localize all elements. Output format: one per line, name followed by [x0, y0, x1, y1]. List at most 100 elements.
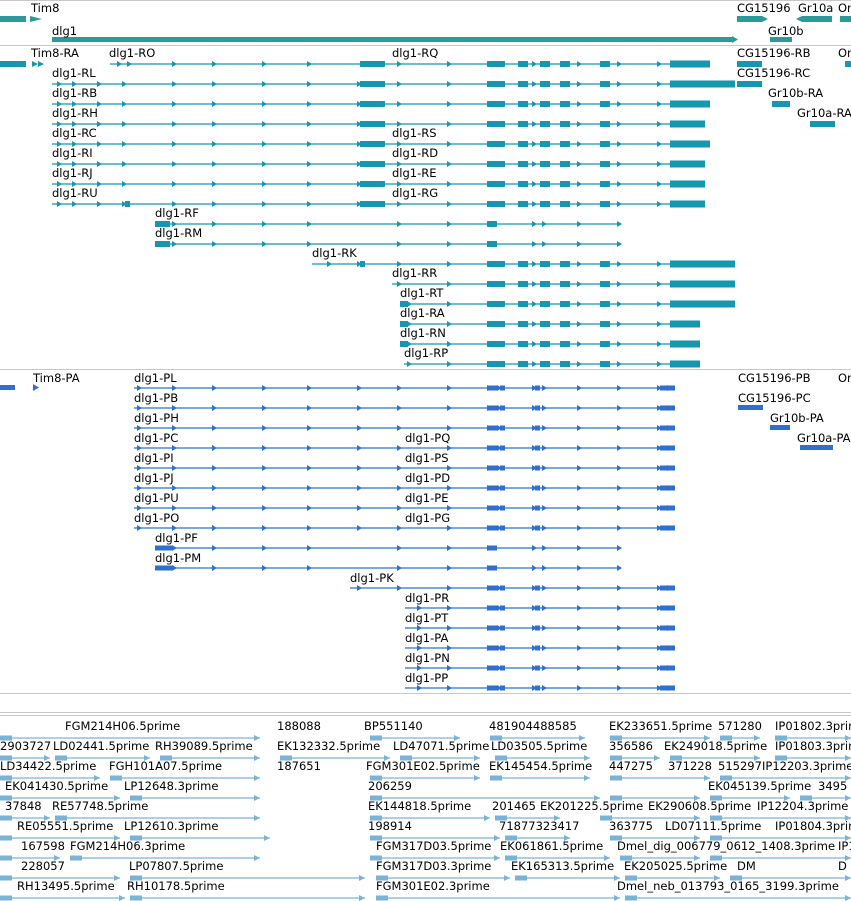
feature-label-ek132332-5prime[interactable]: EK132332.5prime	[277, 739, 380, 753]
est-feature[interactable]	[0, 755, 50, 761]
est-feature[interactable]	[0, 835, 120, 841]
feature-label-dlg1-rk[interactable]: dlg1-RK	[312, 246, 357, 260]
est-feature[interactable]	[55, 755, 150, 761]
feature-label-dlg1-pq[interactable]: dlg1-PQ	[405, 431, 450, 445]
transcript-dlg1-ro[interactable]	[110, 60, 710, 68]
est-feature[interactable]	[710, 815, 851, 821]
transcript-cg15196-rc[interactable]	[737, 81, 762, 87]
transcript-dlg1-rr[interactable]	[392, 280, 735, 288]
feature-label-198914[interactable]: 198914	[368, 819, 412, 833]
feature-label-cg15196-pc[interactable]: CG15196-PC	[738, 391, 811, 405]
feature-label-ld07111-5prime[interactable]: LD07111.5prime	[665, 819, 761, 833]
est-feature[interactable]	[710, 835, 851, 841]
transcript-gr10b-ra[interactable]	[772, 101, 790, 107]
feature-label-447275[interactable]: 447275	[609, 759, 653, 773]
transcript-dlg1-ru[interactable]	[52, 200, 705, 208]
feature-label-201465[interactable]: 201465	[492, 799, 536, 813]
est-feature[interactable]	[55, 815, 260, 821]
feature-label-ek041430-5prime[interactable]: EK041430.5prime	[5, 779, 108, 793]
feature-label-dlg1-rb[interactable]: dlg1-RB	[52, 86, 97, 100]
feature-label-188088[interactable]: 188088	[277, 719, 321, 733]
est-feature[interactable]	[670, 755, 760, 761]
est-feature[interactable]	[0, 855, 60, 861]
feature-label-re57748-5prime[interactable]: RE57748.5prime	[52, 799, 148, 813]
feature-label-fgm301e02-3prime[interactable]: FGM301E02.3prime	[376, 879, 490, 893]
feature-label-d[interactable]: D	[838, 859, 847, 873]
protein-dlg1-pf[interactable]	[155, 545, 622, 551]
protein-dlg1-pl[interactable]	[134, 385, 675, 391]
est-feature[interactable]	[370, 735, 460, 741]
est-feature[interactable]	[610, 835, 700, 841]
feature-label-dlg1-pk[interactable]: dlg1-PK	[350, 571, 394, 585]
feature-label-ek061861-5prime[interactable]: EK061861.5prime	[500, 839, 603, 853]
transcript-dlg1-rj[interactable]	[52, 180, 705, 188]
transcript-or[interactable]	[845, 61, 851, 67]
transcript-dlg1-rk[interactable]	[312, 260, 735, 268]
feature-label-dlg1-ps[interactable]: dlg1-PS	[405, 451, 449, 465]
feature-label-ek045139-5prime[interactable]: EK045139.5prime	[708, 779, 811, 793]
feature-label-dlg1-ra[interactable]: dlg1-RA	[400, 306, 445, 320]
est-feature[interactable]	[70, 855, 260, 861]
est-feature[interactable]	[490, 775, 590, 781]
transcript-dlg1-ri[interactable]	[52, 160, 705, 168]
protein-dlg1-pi[interactable]	[134, 465, 675, 471]
feature-label-dlg1-pd[interactable]: dlg1-PD	[405, 471, 450, 485]
est-feature[interactable]	[710, 855, 851, 861]
est-feature[interactable]	[490, 735, 585, 741]
est-feature[interactable]	[610, 795, 700, 801]
feature-label-ek144818-5prime[interactable]: EK144818.5prime	[368, 799, 471, 813]
feature-label-356586[interactable]: 356586	[609, 739, 653, 753]
feature-label-ld34422-5prime[interactable]: LD34422.5prime	[0, 759, 96, 773]
transcript-dlg1-rm[interactable]	[155, 241, 622, 247]
est-feature[interactable]	[280, 755, 390, 761]
protein-dlg1-pk[interactable]	[350, 585, 675, 591]
transcript-cg15196-rb[interactable]	[737, 61, 762, 67]
est-feature[interactable]	[0, 875, 120, 881]
est-feature[interactable]	[0, 815, 50, 821]
est-feature[interactable]	[0, 795, 120, 801]
feature-label-fgm317d03-3prime[interactable]: FGM317D03.3prime	[376, 859, 491, 873]
feature-label-gr10a[interactable]: Gr10a	[798, 1, 833, 15]
feature-label-515297[interactable]: 515297	[718, 759, 762, 773]
feature-label-dlg1-pa[interactable]: dlg1-PA	[405, 631, 448, 645]
protein-tim8-pa[interactable]	[0, 385, 15, 390]
est-feature[interactable]	[620, 855, 700, 861]
feature-label-dlg1-rh[interactable]: dlg1-RH	[52, 106, 98, 120]
feature-label-or[interactable]: Or	[838, 1, 851, 15]
feature-label-dlg1-ph[interactable]: dlg1-PH	[134, 411, 179, 425]
est-feature[interactable]	[505, 835, 570, 841]
est-feature[interactable]	[370, 835, 500, 841]
feature-label-dlg1-rm[interactable]: dlg1-RM	[155, 226, 202, 240]
feature-label-tim8-ra[interactable]: Tim8-RA	[30, 46, 79, 60]
est-feature[interactable]	[775, 755, 851, 761]
feature-label-cg15196-rb[interactable]: CG15196-RB	[737, 46, 811, 60]
feature-label-dlg1-pf[interactable]: dlg1-PF	[155, 531, 198, 545]
feature-label-3495[interactable]: 3495	[818, 779, 847, 793]
est-feature[interactable]	[720, 735, 760, 741]
feature-label-dlg1-rq[interactable]: dlg1-RQ	[392, 46, 438, 60]
feature-label-ek249018-5prime[interactable]: EK249018.5prime	[664, 739, 767, 753]
feature-label-ip12203-3prime[interactable]: IP12203.3prime	[762, 759, 851, 773]
est-feature[interactable]	[515, 875, 620, 881]
est-feature[interactable]	[600, 815, 700, 821]
protein-dlg1-po[interactable]	[134, 525, 675, 531]
feature-label-dlg1-ri[interactable]: dlg1-RI	[52, 146, 93, 160]
transcript-dlg1-rp[interactable]	[404, 360, 700, 368]
transcript-dlg1-rc[interactable]	[52, 140, 710, 148]
feature-label-dlg1-pe[interactable]: dlg1-PE	[405, 491, 448, 505]
est-feature[interactable]	[495, 755, 590, 761]
feature-label-dm[interactable]: DM	[737, 859, 756, 873]
feature-label-tim8[interactable]: Tim8	[30, 1, 59, 15]
feature-label-cg15196-rc[interactable]: CG15196-RC	[737, 66, 810, 80]
feature-label-363775[interactable]: 363775	[609, 819, 653, 833]
est-feature[interactable]	[376, 895, 620, 901]
est-feature[interactable]	[130, 795, 260, 801]
feature-label-rh39089-5prime[interactable]: RH39089.5prime	[155, 739, 253, 753]
est-feature[interactable]	[495, 815, 560, 821]
est-feature[interactable]	[370, 795, 600, 801]
feature-label-ld03505-5prime[interactable]: LD03505.5prime	[491, 739, 587, 753]
feature-label-gr10b-pa[interactable]: Gr10b-PA	[770, 411, 824, 425]
feature-label-ip12205-3prime[interactable]: IP12205.3prime	[838, 839, 851, 853]
feature-label-dlg1-ro[interactable]: dlg1-RO	[109, 46, 155, 60]
est-feature[interactable]	[720, 775, 851, 781]
